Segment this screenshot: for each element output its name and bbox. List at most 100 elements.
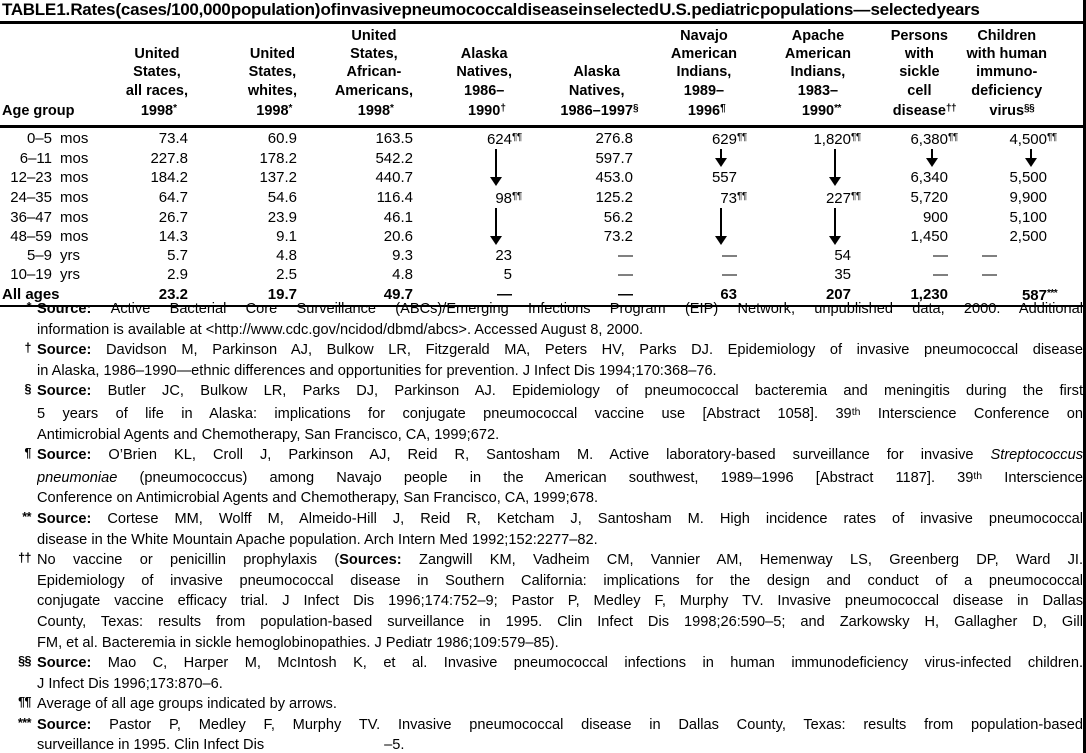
value-cell: 64.7: [158, 189, 188, 206]
column-header-line: 1990**: [801, 102, 842, 119]
footnote-text: Source:: [37, 447, 109, 464]
value-cell: 98¶¶: [495, 190, 522, 207]
table-row: 6–11 mos 227.8 178.2 542.2 597.7: [0, 149, 1086, 168]
column-header-line: cell: [907, 82, 932, 99]
footnote-text: 5 years of life in Alaska: implications …: [37, 405, 852, 422]
column-header-line: States,: [248, 64, 297, 81]
column-header-line: United: [351, 27, 397, 44]
average-span-arrow: [633, 208, 737, 227]
value-cell: 49.7: [297, 284, 413, 307]
footnote: § Source: Butler JC, Bulkow LR, Parks DJ,…: [0, 381, 1086, 445]
cell-value: 4,500: [1009, 131, 1047, 148]
column-header: Apache American Indians, 1983– 1990**: [737, 24, 851, 128]
value-cell: 46.1: [383, 209, 413, 226]
value-cell: 207: [737, 284, 851, 307]
footnote: †† No vaccine or penicillin prophylaxis (…: [0, 550, 1086, 653]
value-cell: 6,340: [910, 169, 948, 186]
arrow-tip: [1025, 158, 1037, 167]
value-cell: 20.6: [383, 228, 413, 245]
column-header-line: 1998*: [140, 102, 177, 119]
footnote-line: FM, et al. Bacteremia in sickle hemoglob…: [37, 633, 1083, 654]
age-group-cell: 48–59 mos: [0, 227, 105, 246]
footnote-symbol: §§: [18, 654, 31, 669]
column-header-lines: Persons with sickle cell disease††: [891, 27, 957, 120]
average-span-arrow: [851, 149, 948, 168]
table-row: 10–19 yrs 2.9 2.5 4.8 5 — — 35 — —: [0, 265, 1086, 284]
value-cell: —: [618, 266, 633, 283]
age-range: 36–47: [10, 209, 52, 226]
table-title: TABLE 1. Rates (cases/100,000 population…: [2, 0, 980, 19]
arrow-shaft-line: [720, 227, 722, 242]
column-header-line: 1986–1997§: [560, 102, 639, 119]
footnote-line: Source: Mao C, Harper M, McIntosh K, et …: [37, 653, 1083, 674]
value-cell: —: [722, 266, 737, 283]
footnote-text: Butler JC, Bulkow LR, Parks DJ, Parkinso…: [107, 383, 1083, 400]
column-header-line: 1986–: [464, 82, 505, 99]
page-edge-line: [1083, 0, 1086, 753]
age-group-cell: 0–5 mos: [0, 127, 105, 150]
column-header-line: Americans,: [334, 82, 413, 99]
value-cell: 137.2: [259, 169, 297, 186]
value-cell: 73.4: [158, 130, 188, 147]
footnote-symbol: ¶: [24, 446, 32, 461]
column-header-line: sickle: [899, 64, 940, 81]
column-header-lines: United States, all races, 1998*: [126, 45, 188, 120]
footnote-line: County, Texas: results from population-b…: [37, 612, 1083, 633]
age-group-cell: 5–9 yrs: [0, 246, 105, 265]
footnote: §§ Source: Mao C, Harper M, McIntosh K, e…: [0, 653, 1086, 694]
value-cell: 23.9: [267, 209, 297, 226]
column-header-line: Alaska: [573, 64, 621, 81]
footnote-text: O’Brien KL, Croll J, Parkinson AJ, Reid …: [108, 447, 991, 464]
value-cell: 624¶¶: [486, 131, 522, 148]
average-span-arrow: [737, 208, 851, 227]
footnote: † Source: Davidson M, Parkinson AJ, Bulko…: [0, 340, 1086, 381]
average-span-arrow: [948, 149, 1086, 168]
age-group-cell: 12–23 mos: [0, 168, 105, 187]
footnote: ** Source: Cortese MM, Wolff M, Almeido-H…: [0, 509, 1086, 550]
footnote-line: J Infect Dis 1996;173:870–6.: [37, 674, 1083, 695]
value-cell: 14.3: [158, 228, 188, 245]
column-header-line: Natives,: [568, 82, 625, 99]
cell-value: 73: [720, 190, 737, 207]
footnote-line: Source: Cortese MM, Wolff M, Almeido-Hil…: [37, 509, 1083, 530]
value-cell: 1,230: [851, 284, 948, 307]
value-cell: 1,820¶¶: [813, 131, 861, 148]
value-cell: 629¶¶: [711, 131, 747, 148]
footnote-text: Zangwill KM, Vadheim CM, Vannier AM, Hem…: [418, 552, 1083, 569]
footnote-symbol: *: [26, 300, 32, 314]
age-range: All ages: [2, 286, 60, 303]
age-group-cell: All ages: [0, 284, 105, 307]
column-header-line: Navajo: [680, 27, 728, 44]
footnote-text: Average of all age groups indicated by a…: [37, 696, 337, 713]
age-range: 12–23: [10, 169, 52, 186]
cell-value: 227: [825, 190, 851, 207]
arrow-shaft-line: [1030, 149, 1032, 164]
arrow-shaft: [737, 208, 851, 227]
value-cell: 19.7: [188, 284, 297, 307]
arrow-shaft-line: [495, 208, 497, 227]
footnote-line: Source: Pastor P, Medley F, Murphy TV. I…: [37, 715, 1083, 736]
column-header-line: whites,: [247, 82, 297, 99]
footnote-text: J Infect Dis 1996;173:870–6.: [37, 675, 223, 692]
column-header-line: 1998*: [256, 102, 292, 119]
value-cell: 163.5: [375, 130, 413, 147]
value-cell: 5: [503, 266, 512, 283]
footnote-text: Cortese MM, Wolff M, Almeido-Hill J, Rei…: [107, 510, 1083, 527]
table-row: 36–47 mos 26.7 23.9 46.1 56.2 900 5,100: [0, 208, 1086, 227]
footnote-line: surveillance in 1995. Clin Infect Dis –5.: [37, 735, 1083, 753]
column-header-lines: Alaska Natives, 1986– 1990†: [456, 45, 512, 120]
value-cell: 6,380¶¶: [910, 131, 958, 148]
value-cell: 2,500: [1009, 228, 1047, 245]
column-header-lines: United States, African- Americans, 1998*: [335, 27, 413, 120]
footnote-text: –5.: [384, 737, 405, 753]
value-cell: 184.2: [150, 169, 188, 186]
arrow-tip: [829, 177, 841, 186]
column-header: Alaska Natives, 1986–1997§: [512, 24, 639, 128]
average-span-arrow: [413, 208, 512, 227]
value-cell: 1,450: [910, 228, 948, 245]
table-row: 12–23 mos 184.2 137.2 440.7 453.0 557 6,340 5,50…: [0, 168, 1086, 187]
value-cell: 60.9: [267, 130, 297, 147]
average-span-arrow: [737, 227, 851, 246]
footnote-symbol: †: [24, 341, 32, 356]
value-cell: 26.7: [158, 209, 188, 226]
